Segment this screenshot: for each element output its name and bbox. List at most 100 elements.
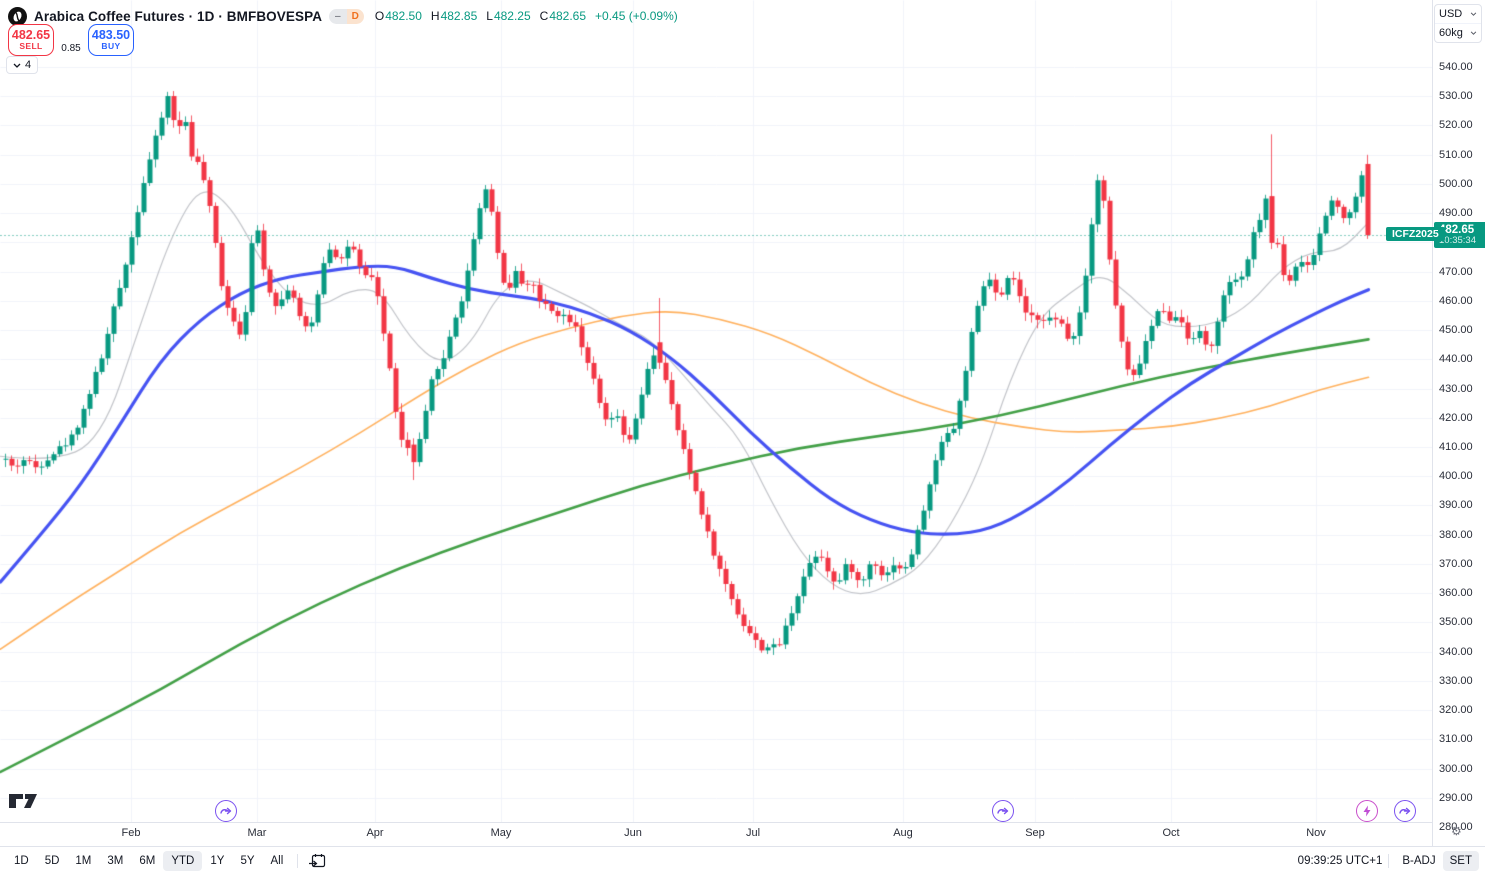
range-button-5d[interactable]: 5D: [44, 854, 60, 867]
price-axis-label: 540.00: [1439, 61, 1473, 73]
time-axis[interactable]: Feb Mar Apr May Jun Jul Aug Sep Oct Nov: [0, 822, 1432, 847]
bottom-toolbar: 1D 5D 1M 3M 6M YTD 1Y 5Y All 09:39:25 UTC+1 B-AD…: [0, 846, 1485, 874]
price-axis-label: 530.00: [1439, 90, 1473, 103]
contract-code-label: ICFZ2025: [1386, 226, 1445, 241]
contract-rollover-icon: [1399, 807, 1411, 815]
low-value: L482.25: [486, 9, 531, 23]
time-axis-label-sep: Sep: [1025, 827, 1045, 839]
range-button-all[interactable]: All: [270, 854, 284, 867]
time-axis-label-jun: Jun: [624, 827, 642, 839]
range-button-1y[interactable]: 1Y: [210, 854, 225, 867]
symbol-title[interactable]: Arabica Coffee Futures · 1D · BMFBOVESPA: [34, 8, 323, 24]
chevron-down-icon: [1470, 12, 1477, 16]
range-button-6m[interactable]: 6M: [139, 854, 156, 867]
contract-size-dropdown[interactable]: 60kg: [1435, 23, 1481, 42]
price-axis-label: 430.00: [1439, 382, 1473, 395]
price-axis-label: 460.00: [1439, 294, 1473, 307]
unit-selector: USD 60kg: [1434, 4, 1482, 43]
price-axis-label: 330.00: [1439, 674, 1473, 687]
back-adjust-toggle[interactable]: B-ADJ: [1402, 854, 1436, 867]
open-value: O482.50: [374, 9, 422, 23]
range-button-1m[interactable]: 1M: [75, 854, 92, 867]
price-axis-label: 450.00: [1439, 324, 1473, 337]
coffee-logo-icon: [8, 6, 27, 26]
symbol-flags[interactable]: – D: [329, 8, 364, 24]
price-axis-label: 290.00: [1439, 791, 1473, 804]
price-axis-label: 500.00: [1439, 177, 1473, 190]
realtime-event-marker[interactable]: [1356, 800, 1378, 822]
price-axis-label: 310.00: [1439, 733, 1473, 746]
bar-countdown: 10:35:34: [1439, 234, 1476, 246]
minus-icon: –: [329, 8, 347, 24]
time-axis-label-apr: Apr: [366, 827, 384, 839]
buy-button[interactable]: 483.50 BUY: [88, 24, 134, 56]
change-value: +0.45 (+0.09%): [595, 9, 678, 23]
time-axis-label-may: May: [490, 827, 512, 839]
calendar-go-to-icon: [309, 853, 326, 867]
tradingview-logo-icon: [9, 794, 37, 808]
chart-plot-area[interactable]: [0, 0, 1432, 822]
range-button-3m[interactable]: 3M: [107, 854, 124, 867]
currency-value: USD: [1439, 8, 1463, 20]
time-axis-label-jul: Jul: [745, 827, 761, 839]
sell-label: SELL: [19, 41, 43, 52]
ohlc-values: O482.50 H482.85 L482.25 C482.65 +0.45 (+…: [375, 9, 678, 23]
sell-button[interactable]: 482.65 SELL: [8, 24, 54, 56]
contract-rollover-marker[interactable]: [215, 800, 237, 822]
symbol-header: Arabica Coffee Futures · 1D · BMFBOVESPA…: [8, 6, 678, 26]
price-axis[interactable]: USD 60kg 540.00 530.00 520.00 510.00 500.00 4…: [1432, 0, 1485, 846]
price-axis-label: 420.00: [1439, 411, 1473, 424]
clock-timezone: UTC+1: [1345, 854, 1383, 867]
price-scale-gear-icon[interactable]: ⚙: [1451, 824, 1462, 838]
price-axis-label: 510.00: [1439, 148, 1473, 161]
clock[interactable]: 09:39:25 UTC+1: [1298, 855, 1383, 867]
price-axis-label: 440.00: [1439, 353, 1473, 366]
price-axis-label: 350.00: [1439, 616, 1473, 629]
settlement-toggle[interactable]: SET: [1442, 850, 1479, 871]
contract-rollover-icon: [220, 807, 232, 815]
time-axis-label-nov: Nov: [1306, 827, 1326, 839]
price-axis-label: 520.00: [1439, 119, 1473, 132]
clock-time: 09:39:25: [1297, 854, 1343, 867]
divider: [1388, 853, 1390, 868]
price-axis-label: 370.00: [1439, 557, 1473, 570]
buy-label: BUY: [101, 41, 121, 52]
price-axis-label: 390.00: [1439, 499, 1473, 512]
indicators-count: 4: [25, 59, 32, 71]
high-value: H482.85: [430, 9, 478, 23]
range-button-5y[interactable]: 5Y: [240, 854, 255, 867]
sell-price: 482.65: [11, 27, 51, 42]
trade-widget: 482.65 SELL 0.85 483.50 BUY: [8, 24, 134, 56]
contract-size-value: 60kg: [1439, 27, 1463, 39]
price-axis-label: 280.00: [1439, 821, 1473, 833]
lightning-icon: [1363, 805, 1371, 817]
time-axis-label-feb: Feb: [121, 827, 141, 839]
go-to-date-button[interactable]: [304, 851, 331, 871]
spread-value: 0.85: [61, 43, 81, 54]
contract-rollover-marker[interactable]: [1394, 800, 1416, 822]
buy-price: 483.50: [91, 27, 131, 42]
price-axis-label: 490.00: [1439, 207, 1473, 220]
currency-dropdown[interactable]: USD: [1435, 5, 1481, 23]
delayed-data-badge: D: [346, 8, 364, 24]
current-price-value: 482.65: [1439, 223, 1475, 236]
close-value: C482.65: [539, 9, 587, 23]
range-button-ytd[interactable]: YTD: [163, 850, 203, 871]
contract-rollover-marker[interactable]: [992, 800, 1014, 822]
time-axis-label-oct: Oct: [1162, 827, 1180, 839]
price-axis-label: 400.00: [1439, 470, 1473, 483]
price-axis-label: 380.00: [1439, 528, 1473, 541]
contract-rollover-icon: [997, 807, 1009, 815]
time-axis-label-mar: Mar: [247, 827, 267, 839]
price-axis-label: 340.00: [1439, 645, 1473, 658]
price-axis-label: 360.00: [1439, 587, 1473, 600]
date-range-switcher: 1D 5D 1M 3M 6M YTD 1Y 5Y All: [6, 850, 291, 871]
price-axis-label: 300.00: [1439, 762, 1473, 775]
indicators-collapse-chip[interactable]: 4: [6, 56, 39, 74]
price-chart-canvas[interactable]: [0, 0, 1432, 822]
range-button-1d[interactable]: 1D: [14, 854, 29, 867]
time-axis-label-aug: Aug: [893, 827, 913, 839]
price-axis-label: 410.00: [1439, 441, 1473, 453]
divider: [297, 853, 299, 868]
chevron-down-icon: [13, 63, 21, 68]
